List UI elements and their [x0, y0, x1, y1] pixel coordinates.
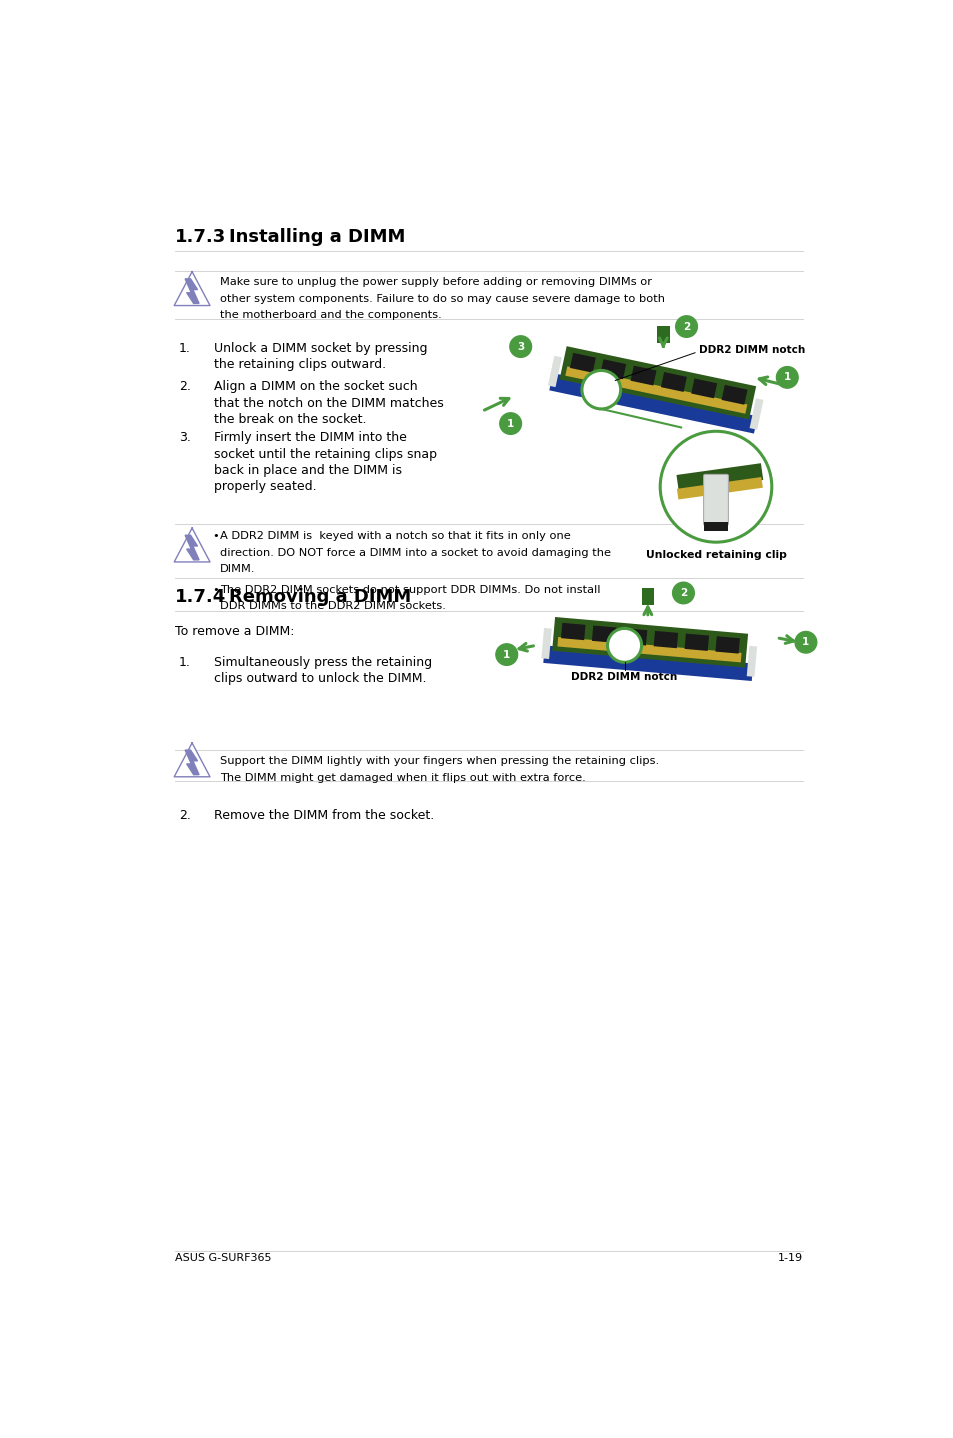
- Text: clips outward to unlock the DIMM.: clips outward to unlock the DIMM.: [213, 673, 426, 686]
- FancyBboxPatch shape: [703, 475, 728, 525]
- Polygon shape: [622, 628, 647, 646]
- Text: Unlock a DIMM socket by pressing: Unlock a DIMM socket by pressing: [213, 342, 427, 355]
- Text: back in place and the DIMM is: back in place and the DIMM is: [213, 464, 401, 477]
- Polygon shape: [657, 326, 669, 342]
- Text: Remove the DIMM from the socket.: Remove the DIMM from the socket.: [213, 808, 434, 821]
- Circle shape: [499, 413, 521, 434]
- Text: 1: 1: [782, 372, 790, 383]
- Text: DDR2 DIMM notch: DDR2 DIMM notch: [571, 672, 677, 682]
- Text: 1-19: 1-19: [777, 1252, 802, 1263]
- Polygon shape: [565, 367, 746, 414]
- Text: Removing a DIMM: Removing a DIMM: [229, 588, 411, 605]
- Text: 1.: 1.: [178, 656, 191, 669]
- Text: the retaining clips outward.: the retaining clips outward.: [213, 358, 386, 371]
- Text: the break on the socket.: the break on the socket.: [213, 413, 366, 426]
- Text: Support the DIMM lightly with your fingers when pressing the retaining clips.: Support the DIMM lightly with your finge…: [220, 756, 659, 766]
- Text: 1.7.4: 1.7.4: [174, 588, 226, 605]
- Text: 2.: 2.: [178, 381, 191, 394]
- Text: The DDR2 DIMM sockets do not support DDR DIMMs. Do not install: The DDR2 DIMM sockets do not support DDR…: [220, 585, 599, 595]
- Text: other system components. Failure to do so may cause severe damage to both: other system components. Failure to do s…: [220, 293, 664, 303]
- Polygon shape: [746, 646, 757, 677]
- Text: Simultaneously press the retaining: Simultaneously press the retaining: [213, 656, 432, 669]
- Polygon shape: [560, 623, 585, 640]
- Polygon shape: [185, 279, 199, 303]
- Text: Unlocked retaining clip: Unlocked retaining clip: [645, 549, 785, 559]
- Text: ASUS G-SURF365: ASUS G-SURF365: [174, 1252, 272, 1263]
- Polygon shape: [549, 372, 757, 433]
- Polygon shape: [185, 751, 199, 775]
- Text: that the notch on the DIMM matches: that the notch on the DIMM matches: [213, 397, 443, 410]
- Text: •: •: [212, 532, 219, 541]
- Text: 1.7.3: 1.7.3: [174, 229, 226, 246]
- Text: 3: 3: [517, 342, 524, 351]
- Text: Make sure to unplug the power supply before adding or removing DIMMs or: Make sure to unplug the power supply bef…: [220, 278, 651, 288]
- Polygon shape: [174, 528, 210, 562]
- Text: A DDR2 DIMM is  keyed with a notch so that it fits in only one: A DDR2 DIMM is keyed with a notch so tha…: [220, 532, 570, 541]
- Polygon shape: [599, 360, 625, 380]
- Text: Align a DIMM on the socket such: Align a DIMM on the socket such: [213, 381, 417, 394]
- Polygon shape: [540, 628, 551, 659]
- Text: 2: 2: [682, 322, 689, 332]
- Polygon shape: [569, 352, 596, 372]
- Text: 1: 1: [502, 650, 510, 660]
- Polygon shape: [677, 477, 762, 499]
- Text: the motherboard and the components.: the motherboard and the components.: [220, 311, 441, 321]
- Polygon shape: [547, 355, 561, 387]
- Text: properly seated.: properly seated.: [213, 480, 316, 493]
- Text: Installing a DIMM: Installing a DIMM: [229, 229, 405, 246]
- Polygon shape: [653, 631, 678, 649]
- Text: DIMM.: DIMM.: [220, 565, 255, 575]
- Polygon shape: [720, 385, 747, 404]
- Text: DDR2 DIMM notch: DDR2 DIMM notch: [699, 345, 804, 355]
- Polygon shape: [174, 743, 210, 777]
- Circle shape: [509, 336, 531, 358]
- Polygon shape: [559, 347, 756, 420]
- Polygon shape: [552, 617, 747, 667]
- Polygon shape: [591, 626, 616, 643]
- Polygon shape: [630, 365, 656, 385]
- Polygon shape: [691, 378, 717, 398]
- Circle shape: [794, 631, 816, 653]
- Text: 3.: 3.: [178, 431, 191, 444]
- Circle shape: [496, 644, 517, 666]
- Text: 1.: 1.: [178, 342, 191, 355]
- Circle shape: [675, 316, 697, 338]
- Text: 1: 1: [506, 418, 514, 429]
- Text: •: •: [212, 585, 219, 595]
- Polygon shape: [185, 535, 199, 559]
- Polygon shape: [174, 272, 210, 305]
- Text: 1: 1: [801, 637, 809, 647]
- Polygon shape: [676, 463, 762, 492]
- Circle shape: [776, 367, 798, 388]
- Text: 2: 2: [679, 588, 686, 598]
- Circle shape: [659, 431, 771, 542]
- Text: DDR DIMMs to the DDR2 DIMM sockets.: DDR DIMMs to the DDR2 DIMM sockets.: [220, 601, 445, 611]
- Polygon shape: [557, 637, 740, 663]
- Polygon shape: [542, 646, 753, 682]
- Polygon shape: [641, 588, 654, 604]
- Polygon shape: [703, 522, 728, 532]
- Circle shape: [581, 371, 620, 408]
- Text: 2.: 2.: [178, 808, 191, 821]
- Polygon shape: [684, 634, 708, 651]
- Text: To remove a DIMM:: To remove a DIMM:: [174, 626, 294, 638]
- Polygon shape: [660, 372, 686, 393]
- Polygon shape: [749, 398, 762, 430]
- Text: Firmly insert the DIMM into the: Firmly insert the DIMM into the: [213, 431, 406, 444]
- Polygon shape: [715, 636, 740, 654]
- Circle shape: [607, 628, 641, 663]
- Text: direction. DO NOT force a DIMM into a socket to avoid damaging the: direction. DO NOT force a DIMM into a so…: [220, 548, 610, 558]
- Text: socket until the retaining clips snap: socket until the retaining clips snap: [213, 447, 436, 460]
- Circle shape: [672, 582, 694, 604]
- Text: The DIMM might get damaged when it flips out with extra force.: The DIMM might get damaged when it flips…: [220, 772, 585, 782]
